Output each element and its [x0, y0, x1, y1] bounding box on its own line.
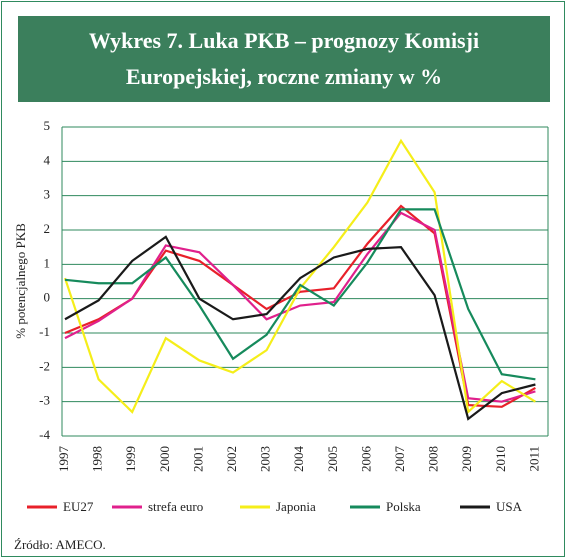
y-tick-label: -4 [39, 427, 50, 442]
legend-label: strefa euro [148, 499, 203, 514]
x-tick-label: 2007 [392, 446, 407, 473]
series-line [64, 235, 536, 421]
y-tick-label: -3 [39, 393, 50, 408]
x-tick-label: 1997 [56, 446, 71, 473]
y-tick-label: 2 [44, 221, 51, 236]
y-axis-label: % potencjalnego PKB [13, 223, 28, 339]
legend-label: Polska [386, 499, 421, 514]
legend-label: Japonia [276, 499, 316, 514]
series-line [64, 211, 536, 403]
x-tick-label: 2002 [224, 446, 239, 472]
y-tick-label: -2 [39, 358, 50, 373]
x-tick-label: 2006 [358, 446, 373, 473]
y-tick-label: 4 [44, 152, 51, 167]
x-tick-label: 2011 [526, 446, 541, 472]
series-line [64, 208, 536, 381]
x-tick-label: 1999 [123, 446, 138, 472]
x-tick-label: 2003 [258, 446, 273, 472]
source: Źródło: AMECO. [14, 537, 106, 552]
x-tick-label: 1998 [90, 446, 105, 472]
chart-title: Wykres 7. Luka PKB – prognozy Komisji Eu… [88, 28, 480, 89]
x-tick-label: 2004 [291, 446, 306, 473]
x-tick-label: 2000 [157, 446, 172, 472]
x-tick-label: 2005 [325, 446, 340, 472]
x-tick-label: 2010 [493, 446, 508, 472]
x-tick-label: 2008 [426, 446, 441, 472]
y-tick-label: 3 [44, 187, 51, 202]
y-tick-label: 1 [44, 255, 51, 270]
series-line [63, 138, 536, 415]
x-tick-label: 2009 [459, 446, 474, 472]
legend-label: USA [496, 499, 523, 514]
y-tick-label: -1 [39, 324, 50, 339]
y-tick-label: 5 [44, 118, 51, 133]
x-tick-label: 2001 [190, 446, 205, 472]
legend-label: EU27 [63, 499, 94, 514]
header: Wykres 7. Luka PKB – prognozy Komisji Eu… [18, 16, 550, 102]
y-tick-label: 0 [44, 290, 51, 305]
